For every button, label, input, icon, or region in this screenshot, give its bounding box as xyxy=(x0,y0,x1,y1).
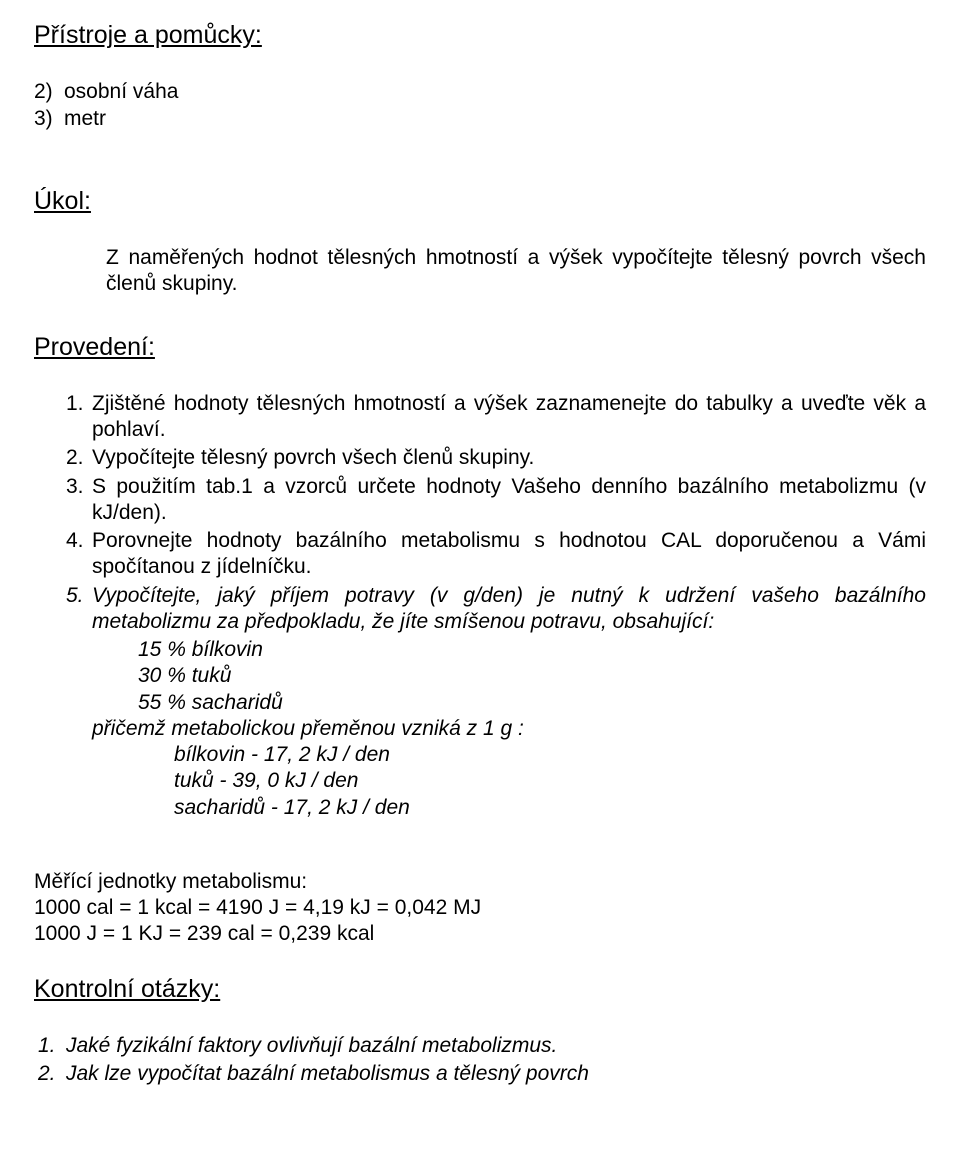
list-label: metr xyxy=(64,106,926,132)
units-title: Měřící jednotky metabolismu: xyxy=(34,869,926,895)
list-item: 1. Zjištěné hodnoty tělesných hmotností … xyxy=(66,391,926,444)
list-number: 2. xyxy=(66,445,92,471)
procedure-list: 1. Zjištěné hodnoty tělesných hmotností … xyxy=(34,391,926,821)
list-number: 2) xyxy=(34,79,64,105)
list-text: Vypočítejte, jaký příjem potravy (v g/de… xyxy=(92,583,926,636)
equipment-list: 2) osobní váha 3) metr xyxy=(34,79,926,132)
list-text: Jak lze vypočítat bazální metabolismus a… xyxy=(66,1061,926,1087)
list-text: Jaké fyzikální faktory ovlivňují bazální… xyxy=(66,1033,926,1059)
heading-task: Úkol: xyxy=(34,186,926,217)
list-number: 4. xyxy=(66,528,92,581)
heading-questions: Kontrolní otázky: xyxy=(34,974,926,1005)
list-number: 1. xyxy=(66,391,92,444)
list-item: 5. Vypočítejte, jaký příjem potravy (v g… xyxy=(66,583,926,636)
yield-line: bílkovin - 17, 2 kJ / den xyxy=(66,742,926,768)
heading-procedure: Provedení: xyxy=(34,332,926,363)
yield-line: tuků - 39, 0 kJ / den xyxy=(66,768,926,794)
list-number: 2. xyxy=(38,1061,66,1087)
mix-line: 30 % tuků xyxy=(66,663,926,689)
mix-line: 55 % sacharidů xyxy=(66,690,926,716)
list-label: osobní váha xyxy=(64,79,926,105)
list-item: 2. Vypočítejte tělesný povrch všech člen… xyxy=(66,445,926,471)
heading-equipment: Přístroje a pomůcky: xyxy=(34,20,926,51)
task-text: Z naměřených hodnot tělesných hmotností … xyxy=(34,245,926,298)
list-item: 2. Jak lze vypočítat bazální metabolismu… xyxy=(38,1061,926,1087)
list-item: 4. Porovnejte hodnoty bazálního metaboli… xyxy=(66,528,926,581)
list-item: 1. Jaké fyzikální faktory ovlivňují bazá… xyxy=(38,1033,926,1059)
yield-line: sacharidů - 17, 2 kJ / den xyxy=(66,795,926,821)
list-text: Porovnejte hodnoty bazálního metabolismu… xyxy=(92,528,926,581)
list-text: S použitím tab.1 a vzorců určete hodnoty… xyxy=(92,474,926,527)
mix-line: 15 % bílkovin xyxy=(66,637,926,663)
units-block: Měřící jednotky metabolismu: 1000 cal = … xyxy=(34,869,926,948)
list-item: 3. S použitím tab.1 a vzorců určete hodn… xyxy=(66,474,926,527)
list-number: 3. xyxy=(66,474,92,527)
list-number: 1. xyxy=(38,1033,66,1059)
list-item: 2) osobní váha xyxy=(34,79,926,105)
list-number: 3) xyxy=(34,106,64,132)
list-number: 5. xyxy=(66,583,92,636)
list-text: Vypočítejte tělesný povrch všech členů s… xyxy=(92,445,926,471)
list-text: Zjištěné hodnoty tělesných hmotností a v… xyxy=(92,391,926,444)
list-item: 3) metr xyxy=(34,106,926,132)
questions-list: 1. Jaké fyzikální faktory ovlivňují bazá… xyxy=(34,1033,926,1088)
bridge-line: přičemž metabolickou přeměnou vzniká z 1… xyxy=(66,716,926,742)
units-line: 1000 cal = 1 kcal = 4190 J = 4,19 kJ = 0… xyxy=(34,895,926,921)
units-line: 1000 J = 1 KJ = 239 cal = 0,239 kcal xyxy=(34,921,926,947)
